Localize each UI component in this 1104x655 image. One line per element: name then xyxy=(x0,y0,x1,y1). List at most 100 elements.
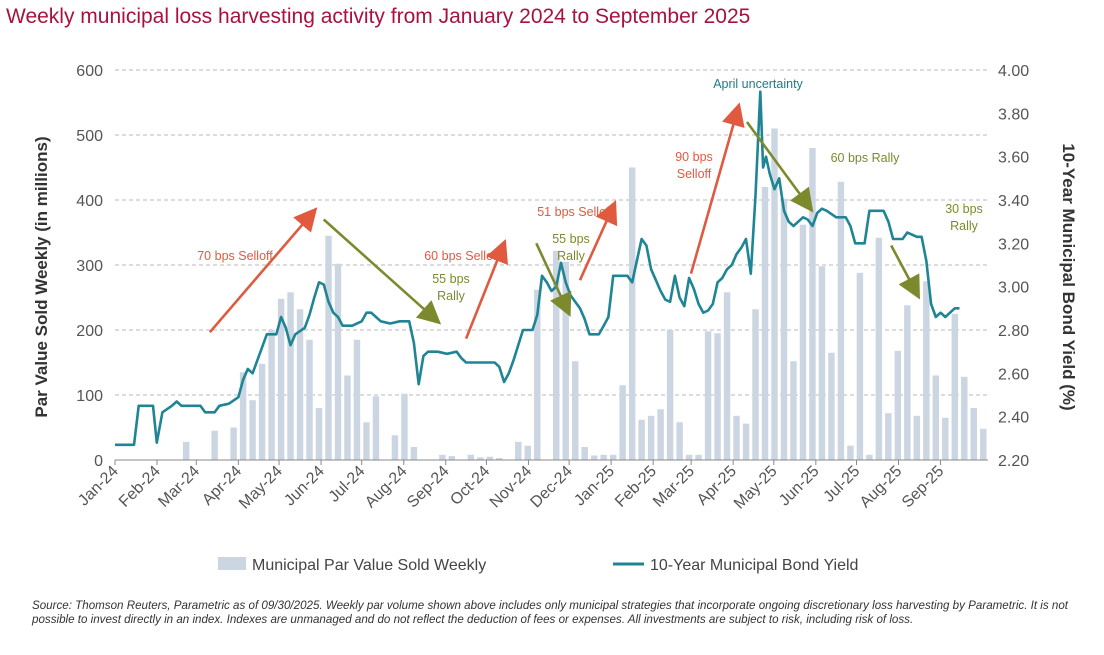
bar xyxy=(771,128,778,460)
bar xyxy=(847,445,854,460)
legend-bar-label: Municipal Par Value Sold Weekly xyxy=(252,557,486,574)
bar xyxy=(676,422,683,460)
y-tick-label: 200 xyxy=(76,323,103,340)
rally-annotation-label: 60 bps Rally xyxy=(831,151,901,165)
y-tick-label: 500 xyxy=(76,128,103,145)
y2-axis-title: 10-Year Municipal Bond Yield (%) xyxy=(1059,143,1078,410)
x-tick-label: Jan-25 xyxy=(571,463,618,510)
legend-line-label: 10-Year Municipal Bond Yield xyxy=(650,557,858,574)
x-tick-label: Dec-24 xyxy=(527,463,576,512)
x-tick-label: Oct-24 xyxy=(447,463,493,509)
gridlines xyxy=(115,69,988,396)
bar xyxy=(866,454,873,460)
bar xyxy=(904,305,911,460)
y2-tick-label: 3.60 xyxy=(998,150,1029,167)
bar xyxy=(790,361,797,460)
bar xyxy=(695,454,702,460)
bar xyxy=(780,198,788,460)
bar xyxy=(970,408,977,460)
source-note: Source: Thomson Reuters, Parametric as o… xyxy=(32,599,1069,626)
bar xyxy=(344,375,351,460)
bar xyxy=(230,427,237,460)
x-tick-label: Nov-24 xyxy=(487,463,536,512)
y2-tick-label: 4.00 xyxy=(998,63,1029,80)
bar xyxy=(410,447,418,460)
bar xyxy=(239,372,247,460)
bar xyxy=(647,415,655,460)
annotations: 70 bps Selloff 55 bps Rally 60 bps Selloff 5… xyxy=(197,77,983,340)
x-tick-label: Feb-24 xyxy=(116,463,164,511)
x-tick-label: May-24 xyxy=(236,463,286,513)
bar xyxy=(182,441,190,460)
bar xyxy=(334,263,342,460)
bar xyxy=(733,415,740,460)
bar xyxy=(628,167,636,460)
bar xyxy=(486,456,494,460)
bar xyxy=(685,454,693,460)
x-tick-label: May-25 xyxy=(731,463,781,513)
selloff-annotation-label: 90 bps xyxy=(675,150,713,164)
bar xyxy=(524,445,532,460)
bar xyxy=(666,330,674,460)
selloff-arrow xyxy=(208,207,318,334)
y2-tick-label: 3.80 xyxy=(998,106,1029,123)
bar xyxy=(249,400,256,460)
bar xyxy=(287,292,294,460)
rally-arrow xyxy=(322,218,442,325)
bar xyxy=(391,435,399,460)
y-tick-label: 600 xyxy=(76,63,103,80)
bar xyxy=(828,352,835,460)
peak-annotation-label: April uncertainty xyxy=(713,77,803,91)
bar xyxy=(619,385,626,460)
bar xyxy=(448,456,456,460)
bar xyxy=(856,272,864,460)
selloff-annotation-label: 60 bps Selloff xyxy=(424,249,500,263)
bar xyxy=(657,409,664,460)
bar xyxy=(439,454,446,460)
y-tick-label: 400 xyxy=(76,193,103,210)
rally-annotation-label: 55 bps xyxy=(432,272,470,286)
y2-tick-label: 2.80 xyxy=(998,323,1029,340)
y2-tick-label: 2.40 xyxy=(998,410,1029,427)
bar xyxy=(980,428,987,460)
selloff-arrow xyxy=(464,238,508,340)
bar xyxy=(353,339,361,460)
bar xyxy=(799,224,807,460)
bar xyxy=(818,266,826,460)
x-tick-label: Sep-24 xyxy=(404,463,453,512)
bar xyxy=(467,454,475,460)
y-tick-label: 300 xyxy=(76,258,103,275)
bar xyxy=(961,376,968,460)
bar xyxy=(325,235,332,460)
selloff-annotation-label: 51 bps Selloff xyxy=(537,205,613,219)
bar xyxy=(638,419,645,460)
x-tick-label: Feb-25 xyxy=(612,463,660,511)
bar xyxy=(363,422,370,460)
bar xyxy=(761,187,769,460)
bar xyxy=(875,237,883,460)
bar xyxy=(913,415,921,460)
bar xyxy=(742,423,750,460)
rally-annotation-label: 30 bps xyxy=(945,202,983,216)
bar xyxy=(401,393,408,460)
bar xyxy=(571,361,579,460)
rally-arrow xyxy=(890,244,920,300)
bar xyxy=(268,330,275,460)
bar xyxy=(562,261,569,460)
rally-arrow xyxy=(745,121,814,213)
bar xyxy=(609,454,617,460)
selloff-arrow xyxy=(578,200,618,281)
rally-annotation-label: Rally xyxy=(437,289,466,303)
bar xyxy=(723,292,731,460)
bar xyxy=(714,333,721,460)
bar xyxy=(515,441,522,460)
y2-tick-label: 3.40 xyxy=(998,193,1029,210)
bar xyxy=(277,298,285,460)
x-tick-label: Mar-24 xyxy=(155,463,203,511)
y-axis-title: Par Value Sold Weekly (in millions) xyxy=(32,136,51,417)
bar xyxy=(942,417,949,460)
bar xyxy=(752,309,759,460)
selloff-annotation-label: Selloff xyxy=(677,167,712,181)
bar xyxy=(885,413,892,460)
y2-tick-label: 3.00 xyxy=(998,280,1029,297)
